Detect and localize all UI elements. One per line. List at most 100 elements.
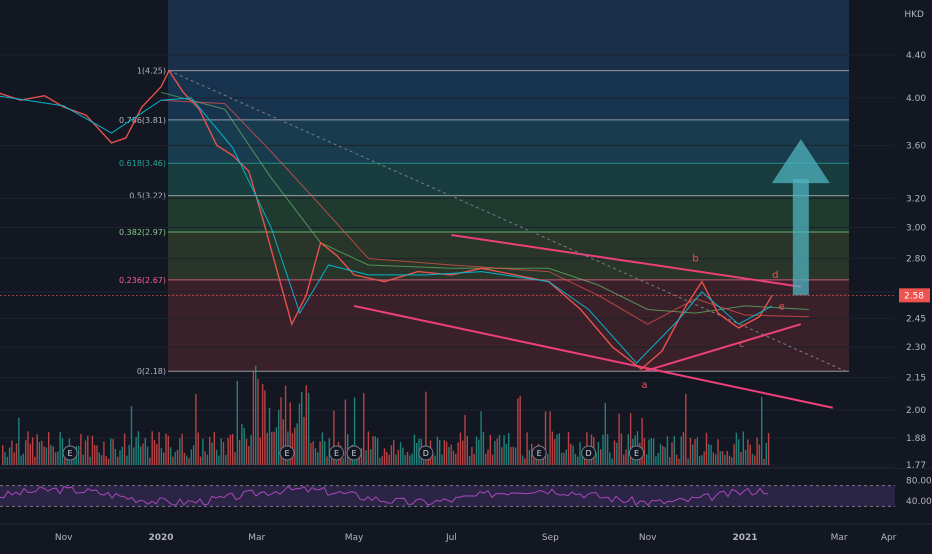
volume-bar bbox=[306, 385, 307, 465]
wave-label-d: d bbox=[772, 270, 778, 281]
fib-band bbox=[168, 120, 849, 163]
volume-bar bbox=[453, 451, 454, 465]
volume-bar bbox=[494, 441, 495, 465]
volume-bar bbox=[561, 453, 562, 465]
volume-bar bbox=[365, 450, 366, 465]
volume-bar bbox=[225, 455, 226, 465]
event-marker[interactable]: D bbox=[419, 446, 433, 460]
volume-bar bbox=[685, 394, 686, 465]
volume-bar bbox=[467, 436, 468, 465]
volume-bar bbox=[437, 437, 438, 465]
event-marker[interactable]: E bbox=[280, 446, 294, 460]
volume-bar bbox=[342, 458, 343, 465]
event-marker[interactable]: E bbox=[347, 446, 361, 460]
time-tick-label: Nov bbox=[639, 533, 657, 543]
time-tick-label: Mar bbox=[831, 533, 848, 543]
current-price-label: 2.58 bbox=[904, 291, 924, 301]
event-marker[interactable]: E bbox=[629, 446, 643, 460]
volume-bar bbox=[731, 457, 732, 465]
volume-bar bbox=[457, 442, 458, 465]
volume-bar bbox=[264, 390, 265, 465]
volume-bar bbox=[568, 432, 569, 465]
volume-bar bbox=[722, 451, 723, 465]
volume-bar bbox=[322, 432, 323, 465]
volume-bar bbox=[273, 432, 274, 465]
volume-bar bbox=[651, 438, 652, 465]
volume-bar bbox=[296, 423, 297, 465]
volume-bar bbox=[267, 433, 268, 465]
volume-bar bbox=[175, 452, 176, 465]
volume-bar bbox=[57, 451, 58, 465]
volume-bar bbox=[168, 436, 169, 465]
volume-bar bbox=[145, 438, 146, 465]
volume-bar bbox=[446, 442, 447, 465]
volume-bar bbox=[671, 442, 672, 465]
volume-bar bbox=[103, 442, 104, 465]
volume-bar bbox=[170, 447, 171, 465]
volume-bar bbox=[375, 436, 376, 465]
volume-bar bbox=[524, 458, 525, 465]
volume-bar bbox=[131, 406, 132, 465]
volume-bar bbox=[324, 441, 325, 465]
volume-bar bbox=[140, 447, 141, 465]
volume-bar bbox=[124, 434, 125, 465]
volume-bar bbox=[681, 436, 682, 465]
event-marker[interactable]: E bbox=[532, 446, 546, 460]
volume-bar bbox=[384, 448, 385, 465]
volume-bar bbox=[683, 432, 684, 465]
event-label: E bbox=[537, 449, 542, 458]
event-marker[interactable]: D bbox=[582, 446, 596, 460]
price-tick-label: 2.45 bbox=[906, 315, 926, 325]
volume-bar bbox=[664, 447, 665, 465]
volume-bar bbox=[163, 452, 164, 465]
volume-bar bbox=[715, 454, 716, 465]
volume-bar bbox=[653, 438, 654, 465]
volume-bar bbox=[759, 445, 760, 465]
fib-band bbox=[168, 163, 849, 195]
volume-bar bbox=[186, 455, 187, 465]
volume-bar bbox=[50, 445, 51, 465]
volume-bar bbox=[211, 443, 212, 465]
volume-bar bbox=[713, 452, 714, 465]
volume-bar bbox=[612, 459, 613, 465]
volume-bar bbox=[135, 437, 136, 465]
volume-bar bbox=[501, 447, 502, 465]
volume-bar bbox=[147, 447, 148, 465]
volume-bar bbox=[221, 438, 222, 465]
event-marker[interactable]: E bbox=[63, 446, 77, 460]
volume-bar bbox=[209, 437, 210, 465]
volume-bar bbox=[600, 449, 601, 465]
time-tick-label: 2021 bbox=[732, 533, 757, 543]
volume-bar bbox=[448, 447, 449, 465]
volume-bar bbox=[246, 439, 247, 465]
fib-level-label: 0(2.18) bbox=[137, 367, 166, 376]
volume-bar bbox=[515, 448, 516, 465]
volume-bar bbox=[156, 444, 157, 465]
volume-bar bbox=[697, 437, 698, 465]
fibonacci-retracement[interactable]: 1(4.25) 0.786(3.81) 0.618(3.46) 0.5(3.22) 0.… bbox=[119, 0, 849, 376]
volume-bar bbox=[674, 436, 675, 465]
volume-bar bbox=[142, 443, 143, 465]
volume-bar bbox=[195, 394, 196, 465]
volume-bar bbox=[48, 432, 49, 465]
volume-bar bbox=[614, 441, 615, 465]
fib-level-label: 0.618(3.46) bbox=[119, 159, 166, 168]
event-label: D bbox=[423, 449, 429, 458]
volume-bar bbox=[616, 443, 617, 465]
rsi-tick-label: 80.00 bbox=[906, 476, 932, 486]
volume-bar bbox=[20, 456, 21, 465]
volume-bar bbox=[462, 441, 463, 465]
volume-bar bbox=[572, 446, 573, 465]
volume-bar bbox=[471, 447, 472, 465]
volume-bar bbox=[517, 398, 518, 465]
volume-bar bbox=[756, 438, 757, 465]
volume-bar bbox=[94, 445, 95, 465]
volume-bar bbox=[239, 440, 240, 465]
volume-bar bbox=[552, 432, 553, 465]
volume-bar bbox=[271, 432, 272, 465]
price-tick-label: 2.15 bbox=[906, 373, 926, 383]
volume-bar bbox=[520, 396, 521, 465]
volume-bar bbox=[138, 431, 139, 465]
event-marker[interactable]: E bbox=[330, 446, 344, 460]
